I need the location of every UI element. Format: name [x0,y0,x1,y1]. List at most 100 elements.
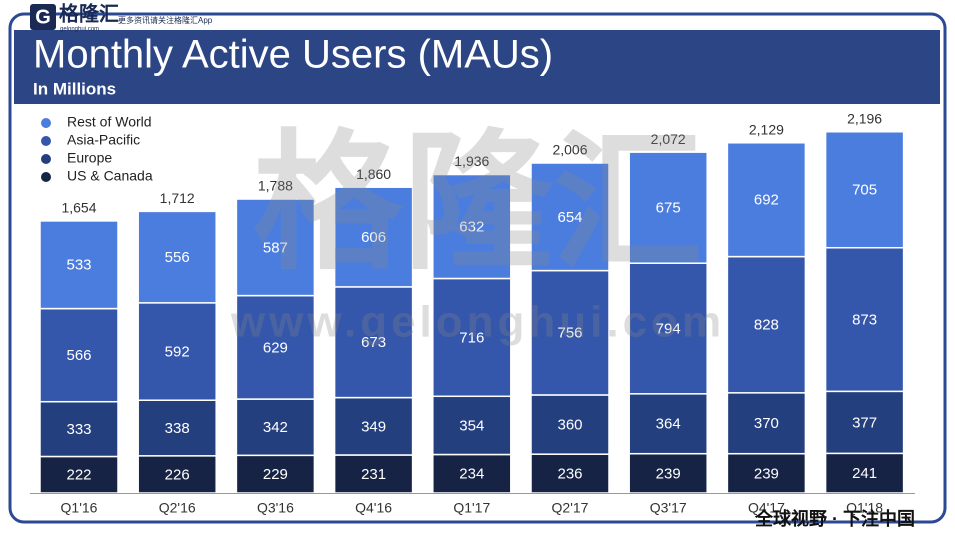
bar-segment [39,400,119,458]
bar-segment [726,142,807,258]
total-label: 2,006 [552,142,587,158]
legend-marker [41,118,51,128]
x-tick-label: Q1'18 [846,500,883,516]
x-tick-label: Q1'16 [61,500,98,516]
value-label: 828 [754,317,779,334]
value-label: 239 [754,465,779,482]
total-label: 2,129 [749,121,784,137]
tagline: 更多资讯请关注格隆汇App [118,15,213,25]
value-label: 629 [263,339,288,356]
x-tick-label: Q1'17 [453,500,490,516]
value-label: 705 [852,182,877,199]
value-label: 229 [263,466,288,483]
logo: 格隆汇 [59,1,119,25]
bar-segment [824,131,905,249]
legend-marker [41,154,51,164]
bar-segment [726,392,807,455]
bar-segment [333,186,414,288]
footer: 全球视野 · 下注中国 [754,508,915,529]
total-label: 1,936 [454,153,489,169]
x-tick-label: Q3'16 [257,500,294,516]
legend-label: Asia-Pacific [67,132,140,148]
value-label: 675 [656,200,681,217]
total-label: 2,196 [847,110,882,126]
x-tick-label: Q4'17 [748,500,785,516]
bar-segment [628,262,708,395]
legend-marker [41,136,51,146]
bar-segment [235,198,316,297]
value-label: 364 [656,416,681,433]
total-label: 1,654 [61,200,96,216]
value-label: 241 [852,465,877,482]
bar-segment [137,399,217,457]
value-label: 756 [557,325,582,342]
bar-segment [824,246,905,393]
value-label: 236 [557,466,582,483]
bar-segment [432,173,512,280]
legend-marker [41,172,51,182]
value-label: 342 [263,419,288,436]
total-label: 1,860 [356,166,391,182]
value-label: 587 [263,239,288,256]
value-label: 556 [165,249,190,266]
value-label: 360 [557,417,582,434]
x-tick-label: Q3'17 [650,500,687,516]
value-label: 716 [459,329,484,346]
plot: 222 333 566 533 1,654 Q1'16 226 338 592 556 1,712 Q… [30,110,915,516]
legend-label: US & Canada [67,168,153,184]
bar-segment [137,210,217,304]
title-band [14,30,940,104]
value-label: 349 [361,418,386,435]
x-tick-label: Q4'16 [355,500,392,516]
logo-site: gelonghui.com [60,27,99,33]
bar-segment [137,302,217,401]
value-label: 234 [459,466,484,483]
bar-segment [530,162,610,272]
logo-icon-letter: G [35,6,51,28]
legend-label: Rest of World [67,114,152,130]
chart-subtitle: In Millions [33,79,116,98]
bar-segment [39,220,119,310]
value-label: 533 [66,257,91,274]
value-label: 231 [361,466,386,483]
x-tick-label: Q2'17 [552,500,589,516]
value-label: 873 [852,312,877,329]
bar-segment [726,452,807,494]
bar-segment [432,395,512,456]
legend-label: Europe [67,150,112,166]
bar-segment [824,452,905,494]
value-label: 338 [165,420,190,437]
watermark-url: www.gelonghui.com [230,298,725,347]
bar-segment [235,398,316,457]
value-label: 333 [66,421,91,438]
bar-segment [628,151,708,264]
total-label: 1,788 [258,178,293,194]
value-label: 654 [557,209,582,226]
watermark: 格隆汇 [253,119,703,287]
value-label: 566 [66,347,91,364]
value-label: 632 [459,218,484,235]
chart-title: Monthly Active Users (MAUs) [33,33,553,77]
logo-icon [30,4,56,30]
bar-segment [530,394,610,455]
frame [8,12,947,524]
value-label: 606 [361,229,386,246]
value-label: 592 [165,343,190,360]
value-label: 673 [361,334,386,351]
total-label: 2,072 [651,131,686,147]
bar-segment [530,269,610,396]
value-label: 354 [459,417,484,434]
value-label: 692 [754,192,779,209]
value-label: 377 [852,414,877,431]
bar-segment [824,390,905,455]
value-label: 222 [66,467,91,484]
x-tick-label: Q2'16 [159,500,196,516]
value-label: 370 [754,415,779,432]
value-label: 226 [165,466,190,483]
bar-segment [333,286,414,399]
value-label: 794 [656,320,681,337]
total-label: 1,712 [160,190,195,206]
bar-segment [39,307,119,403]
value-label: 239 [656,465,681,482]
